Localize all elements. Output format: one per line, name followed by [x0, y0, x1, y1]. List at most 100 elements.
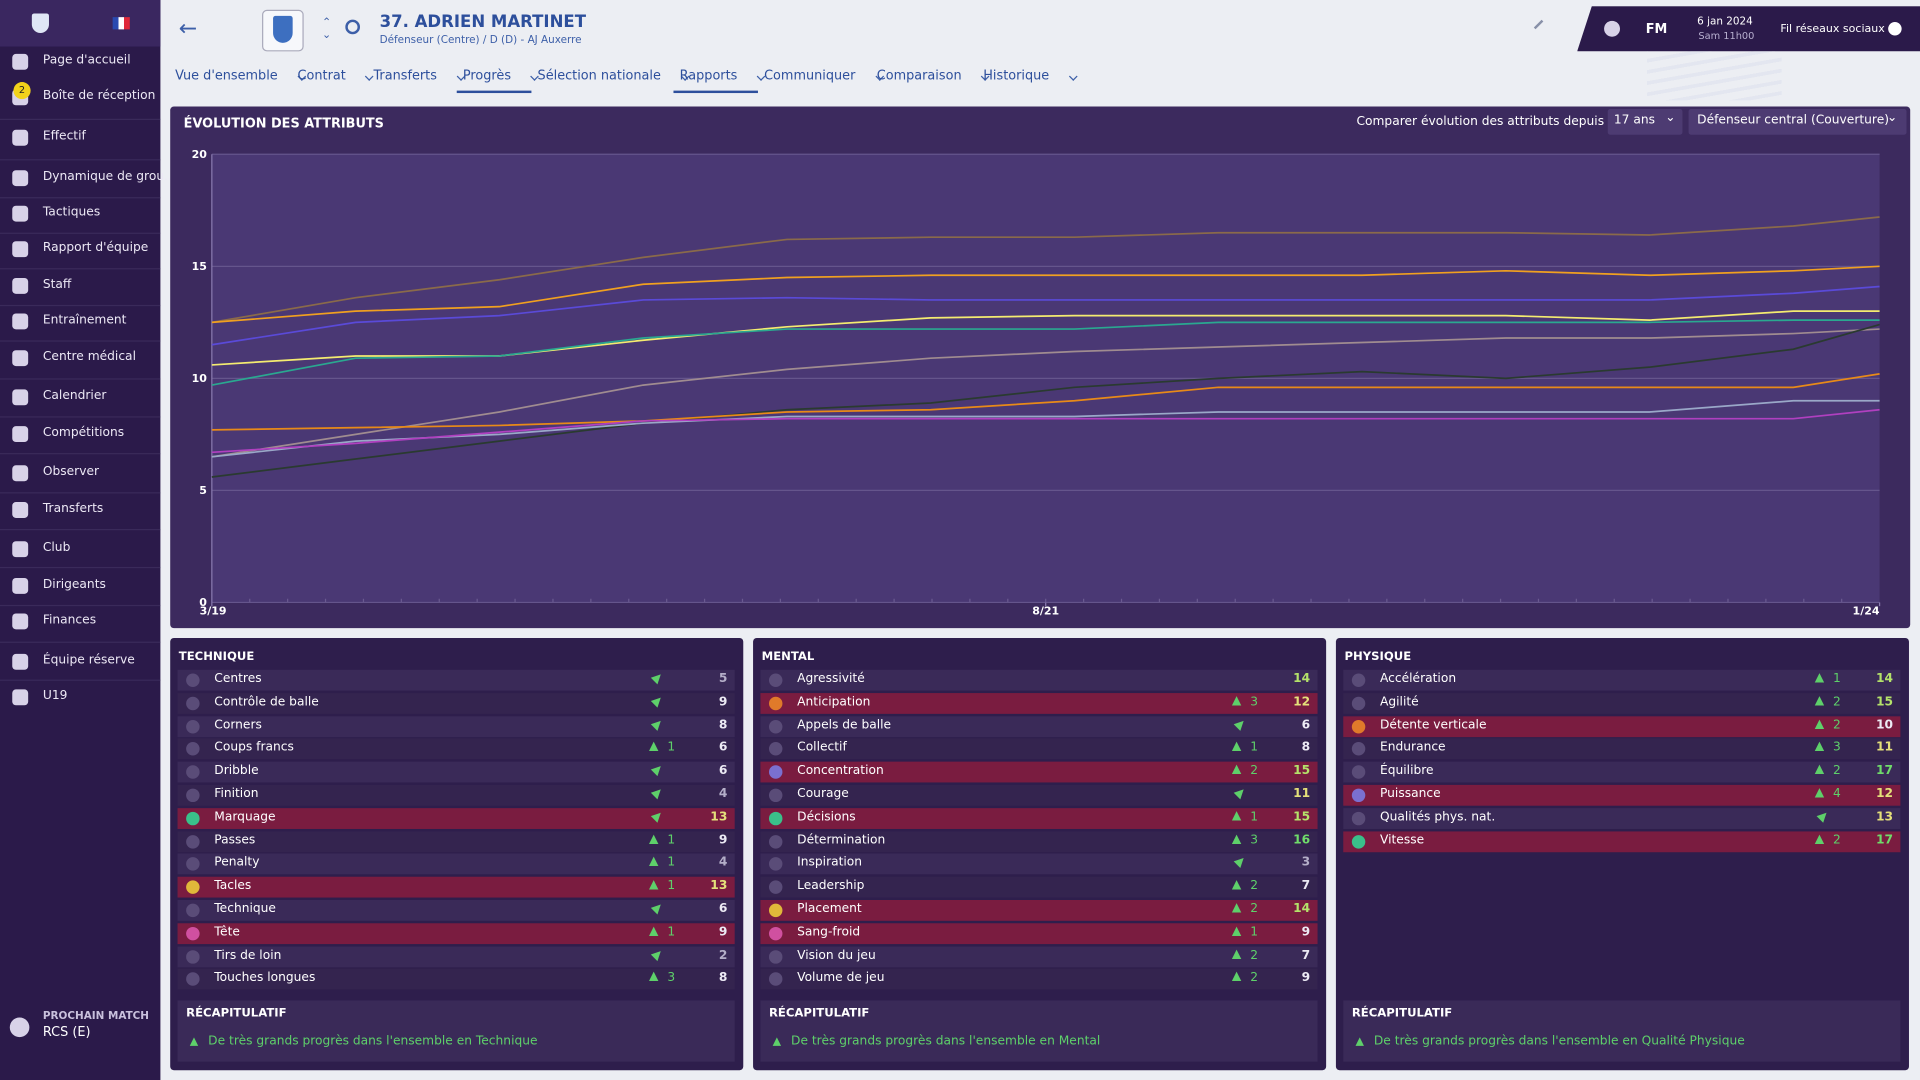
age-dropdown[interactable]: 17 ans ⌄	[1607, 108, 1683, 135]
attribute-row[interactable]: Placement ▲ 2 14	[760, 900, 1318, 921]
attribute-row[interactable]: Leadership ▲ 2 7	[760, 876, 1318, 898]
attribute-name: Agressivité	[797, 672, 865, 686]
tab[interactable]: Historique	[983, 69, 1064, 84]
attribute-row[interactable]: Marquage ▲ 13	[177, 808, 735, 829]
tab[interactable]: Rapports	[680, 69, 752, 84]
attribute-row[interactable]: Sang-froid ▲ 1 9	[760, 923, 1318, 944]
attribute-row[interactable]: Coups francs ▲ 1 6	[177, 738, 735, 760]
attribute-value: 9	[1301, 971, 1311, 985]
next-match[interactable]: RCS (E)	[42, 1024, 91, 1040]
attribute-row[interactable]: Technique ▲ 6	[177, 900, 735, 921]
summary-title: RÉCAPITULATIF	[768, 1006, 870, 1021]
attribute-row[interactable]: Tête ▲ 1 9	[177, 923, 735, 944]
attribute-row[interactable]: Décisions ▲ 1 15	[760, 807, 1318, 829]
attribute-row[interactable]: Accélération ▲ 1 14	[1343, 669, 1901, 691]
attribute-row[interactable]: Concentration ▲ 2 15	[760, 761, 1318, 783]
attribute-row[interactable]: Détente verticale ▲ 2 10	[1343, 715, 1901, 737]
attribute-name: Courage	[797, 787, 849, 801]
search[interactable]	[345, 19, 361, 35]
nav-item[interactable]: U19	[0, 687, 160, 709]
attribute-row[interactable]: Agilité ▲ 2 15	[1343, 692, 1901, 714]
attribute-row[interactable]: Vision du jeu ▲ 2 7	[760, 946, 1318, 967]
nav-item[interactable]: Dynamique de grou...	[0, 168, 176, 190]
attribute-row[interactable]: Endurance ▲ 3 11	[1343, 738, 1901, 760]
tab[interactable]: Comparaison	[877, 69, 977, 84]
tab[interactable]: Transferts	[373, 69, 451, 84]
nav-item[interactable]: Observer	[0, 463, 160, 485]
nav-item[interactable]: Staff	[0, 276, 160, 298]
social-feed[interactable]: Fil réseaux sociaux	[1780, 23, 1885, 36]
trend-up: ▲	[1814, 671, 1825, 685]
attribute-row[interactable]: Volume de jeu ▲ 2 9	[760, 969, 1318, 990]
sidebar-separator	[0, 378, 161, 380]
attribute-value: 14	[1293, 672, 1311, 686]
nav-item[interactable]: Calendrier	[0, 387, 160, 409]
tab[interactable]: Communiquer	[764, 69, 870, 84]
attribute-panel: TECHNIQUE Centres ▲ 5 Contrôle de balle ▲ 9 Cor…	[170, 637, 744, 1071]
nav-label: Centre médical	[42, 350, 136, 364]
nav-label: Finances	[42, 613, 97, 627]
attribute-row[interactable]: Puissance ▲ 4 12	[1343, 784, 1901, 806]
attribute-row[interactable]: Vitesse ▲ 2 17	[1343, 830, 1901, 852]
attribute-icon	[186, 788, 200, 803]
next-match-icon[interactable]	[9, 1017, 30, 1038]
nav-label: Staff	[42, 277, 72, 292]
attribute-row[interactable]: Détermination ▲ 3 16	[760, 830, 1318, 852]
attribute-row[interactable]: Penalty ▲ 1 4	[177, 853, 735, 875]
nav-item[interactable]: Transferts	[0, 500, 160, 522]
attribute-icon	[1351, 696, 1366, 710]
nav-item[interactable]: Rapport d'équipe	[0, 239, 160, 261]
stripes	[1646, 51, 1782, 101]
trend-up: ▲	[1814, 717, 1825, 731]
attribute-name: Finition	[214, 787, 259, 801]
attribute-icon	[186, 903, 200, 918]
edit-icon[interactable]	[1533, 19, 1544, 30]
nav-item[interactable]: Centre médical	[0, 348, 160, 370]
attribute-icon	[186, 926, 200, 941]
nav-item[interactable]: Dirigeants	[0, 576, 160, 598]
tab[interactable]: Contrat	[298, 69, 361, 84]
attribute-row[interactable]: Courage ▲ 11	[760, 785, 1318, 806]
trend-up: ▲	[1231, 970, 1242, 984]
social-arrow[interactable]	[1888, 22, 1902, 36]
attribute-row[interactable]: Collectif ▲ 1 8	[760, 738, 1318, 760]
attribute-row[interactable]: Centres ▲ 5	[177, 670, 735, 691]
flag[interactable]	[112, 17, 130, 30]
tab[interactable]: Vue d'ensemble	[175, 69, 292, 84]
attribute-row[interactable]: Agressivité 14	[760, 669, 1318, 691]
attribute-row[interactable]: Qualités phys. nat. ▲ 13	[1343, 808, 1901, 829]
attribute-row[interactable]: Touches longues ▲ 3 8	[177, 969, 735, 990]
attribute-row[interactable]: Équilibre ▲ 2 17	[1343, 761, 1901, 783]
nav-item[interactable]: Effectif	[0, 127, 160, 149]
tab[interactable]: Sélection nationale	[538, 69, 676, 84]
attribute-row[interactable]: Tirs de loin ▲ 2	[177, 946, 735, 967]
attribute-row[interactable]: Passes ▲ 1 9	[177, 830, 735, 852]
tab[interactable]: Progrès	[463, 69, 526, 84]
attribute-icon	[768, 880, 783, 895]
nav-item[interactable]: Club	[0, 539, 160, 561]
attribute-row[interactable]: Appels de balle ▲ 6	[760, 716, 1318, 737]
attribute-value: 3	[1301, 856, 1311, 870]
attribute-icon	[768, 742, 783, 756]
nav-item[interactable]: Finances	[0, 611, 160, 633]
attribute-row[interactable]: Contrôle de balle ▲ 9	[177, 693, 735, 714]
nav-item[interactable]: Compétitions	[0, 424, 160, 446]
attribute-row[interactable]: Corners ▲ 8	[177, 716, 735, 737]
nav-item[interactable]: Page d'accueil	[0, 51, 160, 73]
attribute-icon	[1351, 788, 1366, 803]
back-button[interactable]: ←	[178, 15, 198, 42]
attribute-name: Collectif	[797, 741, 847, 755]
attribute-row[interactable]: Tacles ▲ 1 13	[177, 876, 735, 898]
trend-up: ▲	[1231, 763, 1242, 777]
role-dropdown[interactable]: Défenseur central (Couverture) ⌄	[1688, 108, 1907, 135]
attribute-row[interactable]: Dribble ▲ 6	[177, 762, 735, 783]
attribute-row[interactable]: Anticipation ▲ 3 12	[760, 692, 1318, 714]
trend-up: ▲	[1231, 694, 1242, 708]
nav-item[interactable]: Tactiques	[0, 203, 160, 225]
nav-item[interactable]: Entraînement	[0, 311, 160, 333]
globe-icon[interactable]	[1604, 20, 1621, 37]
attribute-row[interactable]: Finition ▲ 4	[177, 785, 735, 806]
prev-next[interactable]: ⌃ ⌄	[322, 17, 332, 42]
attribute-row[interactable]: Inspiration ▲ 3	[760, 854, 1318, 875]
nav-item[interactable]: Équipe réserve	[0, 651, 160, 673]
